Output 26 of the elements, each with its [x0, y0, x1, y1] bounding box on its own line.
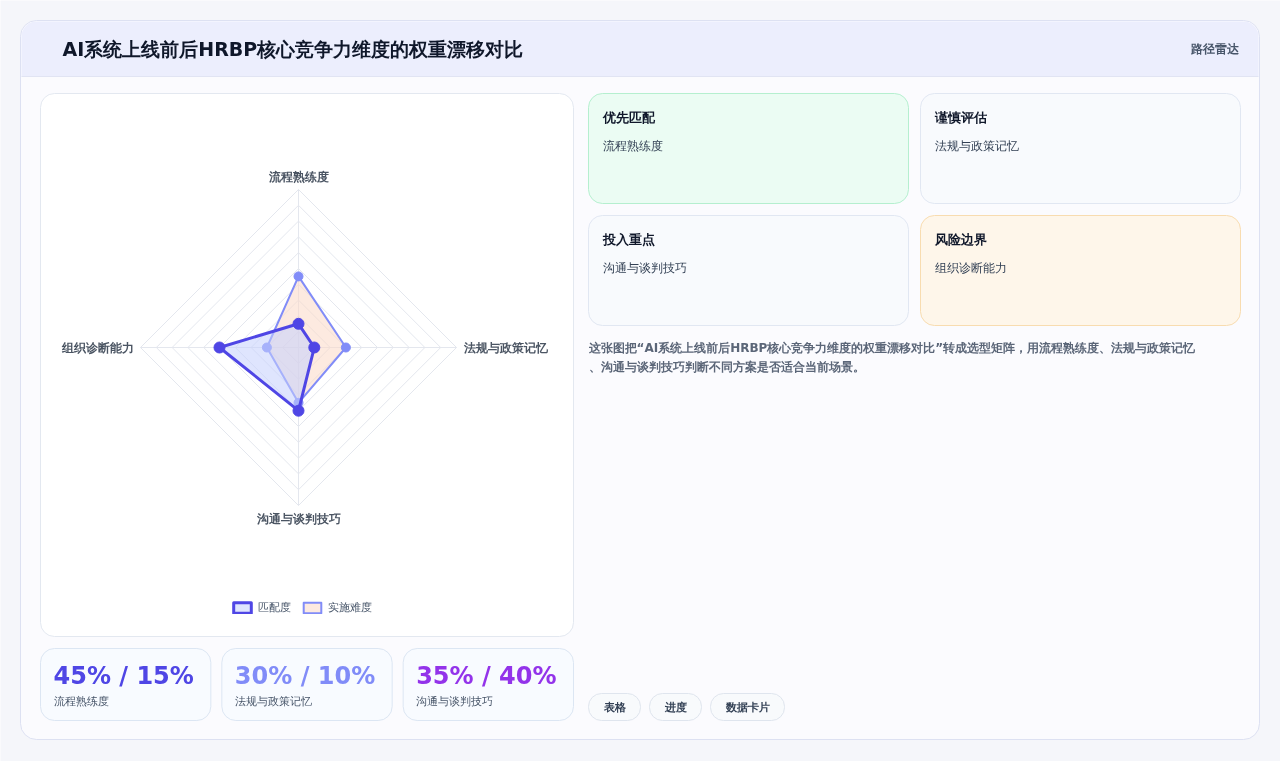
text: 45% / 15%: [53, 661, 194, 690]
text: 路径雷达: [1189, 41, 1240, 56]
text: 谨慎评估: [933, 110, 987, 125]
text: 流程熟练度: [602, 138, 663, 153]
chart-title: AI系统上线前后HRBP核心竞争力维度的权重漂移对比: [62, 37, 524, 60]
text: 组织诊断能力: [934, 260, 1007, 275]
text: 数据卡片: [724, 700, 770, 714]
text: 风险边界: [933, 232, 987, 247]
text: 30% / 10%: [234, 661, 376, 690]
text: 表格: [602, 700, 627, 714]
text: 35% / 40%: [416, 661, 557, 690]
spoke-label: 法规与政策记忆: [462, 340, 549, 355]
text: 法规与政策记忆: [234, 695, 312, 708]
legend-label: 匹配度: [258, 600, 291, 615]
text: 优先匹配: [601, 110, 656, 125]
text: 流程熟练度: [53, 695, 109, 708]
text: 法规与政策记忆: [934, 138, 1019, 153]
text: 进度: [663, 700, 687, 714]
text: 投入重点: [601, 232, 655, 247]
text: 沟通与谈判技巧: [416, 695, 494, 708]
text: 沟通与谈判技巧: [602, 260, 687, 275]
spoke-label: 流程熟练度: [267, 169, 329, 184]
text: 这张图把“AI系统上线前后HRBP核心竞争力维度的权重漂移对比”转成选型矩阵，用流程熟练度、法规与政策记忆、沟通与谈判技巧判断不同方案是否适合当前场景。: [587, 340, 1197, 374]
spoke-label: 组织诊断能力: [60, 340, 134, 355]
spoke-label: 沟通与谈判技巧: [255, 511, 341, 526]
legend-label: 实施难度: [328, 600, 372, 615]
